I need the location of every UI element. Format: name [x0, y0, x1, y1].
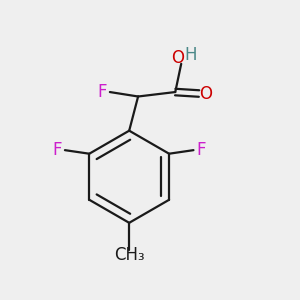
Text: O: O [199, 85, 212, 103]
Text: F: F [196, 141, 206, 159]
Text: F: F [52, 141, 62, 159]
Text: H: H [184, 46, 197, 64]
Text: O: O [171, 50, 184, 68]
Text: F: F [98, 83, 107, 101]
Text: CH₃: CH₃ [114, 246, 145, 264]
